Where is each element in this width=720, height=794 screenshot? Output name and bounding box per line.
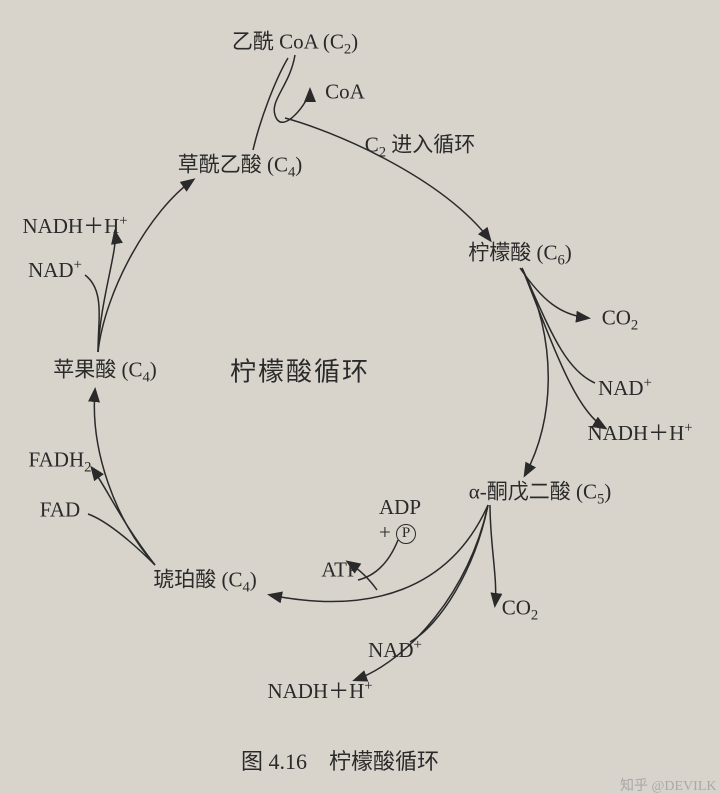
node-nad2: NAD+ — [598, 375, 652, 401]
node-nad3: NAD+ — [368, 637, 422, 663]
node-coa: CoA — [325, 80, 365, 105]
arrow-17 — [98, 180, 193, 352]
arrow-15 — [85, 275, 99, 352]
arrow-4 — [522, 268, 605, 428]
node-oxaloacetate: 草酰乙酸 (C4) — [178, 148, 303, 181]
node-nad1: NAD+ — [28, 257, 82, 283]
watermark: 知乎 @DEVILK — [620, 775, 717, 794]
arrow-2 — [520, 268, 588, 318]
arrow-18 — [253, 58, 288, 150]
node-akg: α-酮戊二酸 (C5) — [469, 475, 612, 508]
node-nadh3: NADH＋H+ — [267, 675, 372, 705]
node-succinate: 琥珀酸 (C4) — [153, 563, 257, 596]
node-acetyl_coa: 乙酰 CoA (C2) — [232, 25, 358, 58]
node-fadh2: FADH2 — [29, 447, 92, 476]
node-c2_enter: C2 进入循环 — [365, 128, 476, 161]
node-adp_p: ADP+ P — [379, 495, 421, 545]
node-atp: ATP — [321, 558, 358, 583]
figure-caption: 图 4.16 柠檬酸循环 — [241, 744, 439, 776]
arrow-12 — [88, 514, 155, 565]
arrow-13 — [92, 468, 155, 565]
arrow-7 — [410, 505, 488, 642]
node-nadh2: NADH＋H+ — [587, 417, 692, 447]
arrow-5 — [522, 268, 548, 475]
node-citrate: 柠檬酸 (C6) — [468, 236, 572, 269]
node-co2_2: CO2 — [502, 595, 539, 624]
center-title: 柠檬酸循环 — [230, 352, 370, 389]
node-fad: FAD — [40, 498, 80, 523]
node-nadh1: NADH＋H+ — [22, 210, 127, 240]
node-malate: 苹果酸 (C4) — [53, 353, 157, 386]
arrow-14 — [94, 390, 155, 565]
arrow-6 — [490, 505, 496, 605]
arrow-0 — [274, 55, 310, 122]
node-co2_1: CO2 — [602, 305, 639, 334]
